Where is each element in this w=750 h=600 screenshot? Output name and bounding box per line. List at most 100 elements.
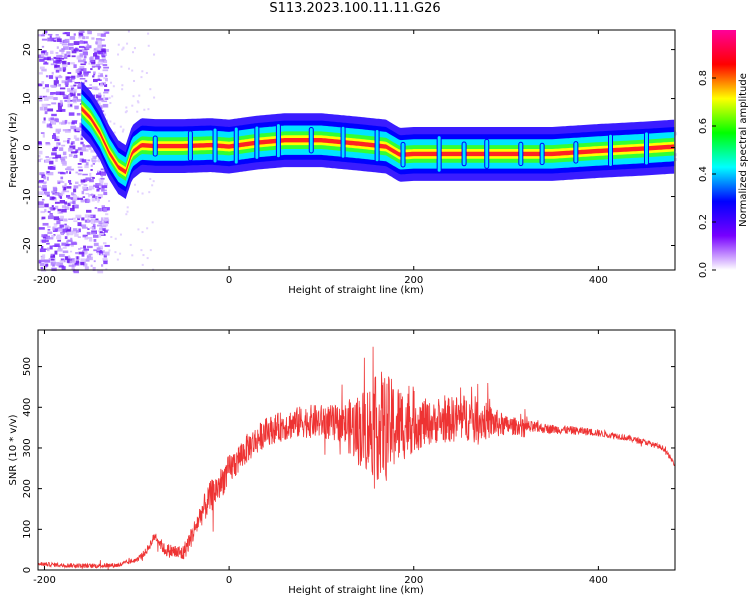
spectrogram-cell xyxy=(84,79,88,83)
spectrogram-cell xyxy=(147,44,150,47)
spectrogram-cell xyxy=(137,101,140,104)
spectrogram-cell xyxy=(96,186,99,190)
spectrogram-cell xyxy=(43,62,49,65)
spectrogram-cell xyxy=(100,184,103,189)
spectrogram-cell xyxy=(41,45,45,48)
spectrogram-cell xyxy=(67,79,73,83)
spectrogram-cell xyxy=(61,205,67,209)
spectrogram-cell xyxy=(95,218,99,221)
spectrogram-cell xyxy=(56,143,59,148)
spectrogram-cell xyxy=(45,156,49,158)
spectrogram-cell xyxy=(81,253,85,257)
spectrogram-cell xyxy=(86,231,91,235)
spectrogram-bump xyxy=(275,123,281,159)
spectrogram-cell xyxy=(91,230,97,235)
spectrogram-cell xyxy=(132,51,135,54)
spectrogram-cell xyxy=(79,40,85,44)
spectrogram-cell xyxy=(57,192,63,196)
spectrogram-cell xyxy=(77,68,84,72)
spectrogram-cell xyxy=(141,70,144,73)
spectrogram-cell xyxy=(72,217,76,220)
spectrogram-cell xyxy=(95,38,102,41)
spectrogram-cell xyxy=(119,125,122,128)
spectrogram-cell xyxy=(72,228,78,232)
spectrogram-cell xyxy=(96,102,101,106)
spectrogram-bump xyxy=(233,126,239,165)
spectrogram-cell xyxy=(148,191,151,194)
spectrogram-cell xyxy=(95,159,98,162)
spectrogram-cell xyxy=(48,237,54,240)
spectrogram-cell xyxy=(103,191,108,196)
spectrogram-cell xyxy=(82,234,87,238)
spectrogram-cell xyxy=(126,42,129,45)
spectrogram-cell xyxy=(75,137,80,141)
spectrogram-cell xyxy=(116,258,119,261)
spectrogram-cell xyxy=(96,250,102,253)
y-tick-label: -10 xyxy=(22,188,33,204)
spectrogram-cell xyxy=(41,68,47,72)
spectrogram-cell xyxy=(56,109,63,112)
spectrogram-cell xyxy=(50,50,54,55)
spectrogram-cell xyxy=(91,37,95,40)
spectrogram-cell xyxy=(68,255,71,259)
spectrogram-cell xyxy=(149,88,152,91)
spectrogram-cell xyxy=(87,193,91,198)
spectrogram-cell xyxy=(127,30,130,33)
spectrogram-cell xyxy=(53,228,58,232)
spectrogram-cell xyxy=(89,227,94,229)
spectrogram-cell xyxy=(80,63,86,66)
spectrogram-cell xyxy=(72,88,77,93)
spectrogram-cell xyxy=(73,64,77,69)
spectrogram-cell xyxy=(70,207,75,212)
spectrogram-bump xyxy=(308,126,314,154)
spectrogram-cell xyxy=(88,147,92,150)
spectrogram-cell xyxy=(46,194,50,197)
spectrogram-cell xyxy=(105,74,108,78)
spectrogram-cell xyxy=(146,227,149,230)
spectrogram-cell xyxy=(53,83,58,87)
spectrogram-cell xyxy=(103,66,110,69)
spectrogram-cell xyxy=(38,72,43,75)
spectrogram-cell xyxy=(38,143,43,146)
spectrogram-cell xyxy=(75,50,79,53)
spectrogram-cell xyxy=(99,51,104,55)
spectrogram-cell xyxy=(70,243,74,247)
spectrogram-cell xyxy=(51,235,55,238)
spectrogram-cell xyxy=(41,50,45,55)
spectrogram-cell xyxy=(68,46,74,50)
spectrogram-cell xyxy=(56,38,62,42)
spectrogram-cell xyxy=(42,188,47,192)
spectrogram-cell xyxy=(56,54,63,58)
spectrogram-cell xyxy=(41,216,46,220)
spectrogram-cell xyxy=(83,68,87,72)
figure-title: S113.2023.100.11.11.G26 xyxy=(269,1,441,16)
spectrogram-cell xyxy=(60,215,64,220)
spectrogram-cell xyxy=(53,223,58,226)
spectrogram-cell xyxy=(78,30,85,33)
spectrogram-cell xyxy=(55,158,58,162)
spectrogram-cell xyxy=(103,91,109,94)
spectrogram-cell xyxy=(67,202,71,207)
spectrogram-panel: -200 0 200 400 -20 -10 0 10 20 Height of straig… xyxy=(8,29,678,296)
spectrogram-cell xyxy=(56,234,61,237)
spectrogram-cell xyxy=(46,88,50,93)
spectrogram-cell xyxy=(126,206,129,209)
spectrogram-cell xyxy=(96,252,99,255)
spectrogram-cell xyxy=(93,238,97,242)
x-tick-label: 0 xyxy=(226,275,232,286)
spectrogram-cell xyxy=(79,151,83,156)
spectrogram-cell xyxy=(54,243,60,247)
spectrogram-cell xyxy=(65,129,72,132)
spectrogram-cell xyxy=(75,181,79,185)
spectrogram-cell xyxy=(72,93,76,97)
spectrogram-cell xyxy=(59,40,64,44)
spectrogram-cell xyxy=(86,199,91,203)
spectrogram-cell xyxy=(40,255,44,258)
spectrogram-cell xyxy=(70,142,73,145)
spectrogram-cell xyxy=(69,89,74,94)
spectrogram-cell xyxy=(49,160,54,165)
spectrogram-cell xyxy=(44,259,51,263)
spectrogram-cell xyxy=(70,151,77,154)
spectrogram-cell xyxy=(58,265,65,268)
spectrogram-cell xyxy=(57,76,63,79)
